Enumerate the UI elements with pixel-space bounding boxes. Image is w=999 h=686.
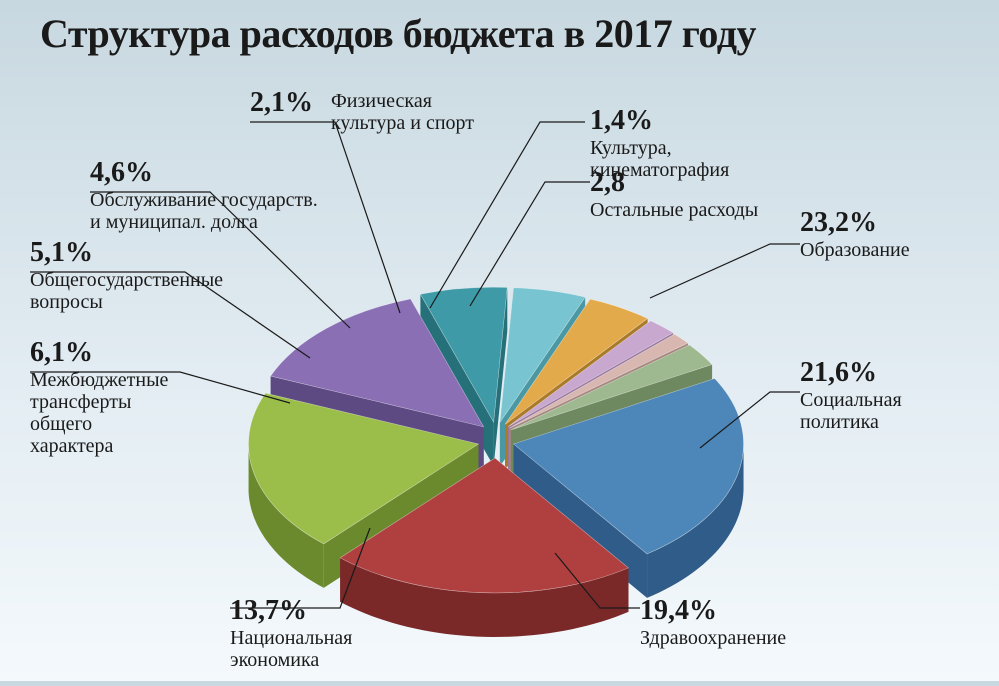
slice-name: Остальные расходы [590, 199, 758, 221]
leader-line [430, 122, 585, 308]
slice-label: 2,1% Физическая культура и спорт [250, 88, 474, 134]
slice-label: 23,2%Образование [800, 208, 910, 261]
slice-label: 13,7%Национальная экономика [230, 596, 352, 671]
leader-line [650, 244, 800, 298]
slice-pct: 2,8 [590, 168, 758, 199]
slice-pct: 19,4% [640, 596, 786, 627]
slice-pct: 1,4% [590, 106, 729, 137]
slice-name: Межбюджетные трансферты общего характера [30, 369, 168, 457]
slice-name: Физическая культура и спорт [331, 90, 474, 134]
slice-label: 6,1%Межбюджетные трансферты общего харак… [30, 338, 168, 457]
slice-label: 2,8Остальные расходы [590, 168, 758, 221]
slice-name: Социальная политика [800, 389, 902, 433]
slice-name: Национальная экономика [230, 627, 352, 671]
slice-name: Общегосударственные вопросы [30, 269, 223, 313]
slice-name: Здравоохранение [640, 627, 786, 649]
slice-label: 5,1%Общегосударственные вопросы [30, 238, 223, 313]
pie-chart: 23,2%Образование 21,6%Социальная политика… [0, 48, 999, 681]
slice-name: Обслуживание государств. и муниципал. до… [90, 189, 318, 233]
slice-pct: 23,2% [800, 208, 910, 239]
slice-label: 4,6%Обслуживание государств. и муниципал… [90, 158, 318, 233]
slice-pct: 2,1% [250, 88, 313, 119]
slice-pct: 6,1% [30, 338, 168, 369]
slice-name: Образование [800, 239, 910, 261]
slice-pct: 5,1% [30, 238, 223, 269]
slice-pct: 21,6% [800, 358, 902, 389]
slice-label: 19,4%Здравоохранение [640, 596, 786, 649]
slice-pct: 4,6% [90, 158, 318, 189]
slice-pct: 13,7% [230, 596, 352, 627]
slice-label: 21,6%Социальная политика [800, 358, 902, 433]
